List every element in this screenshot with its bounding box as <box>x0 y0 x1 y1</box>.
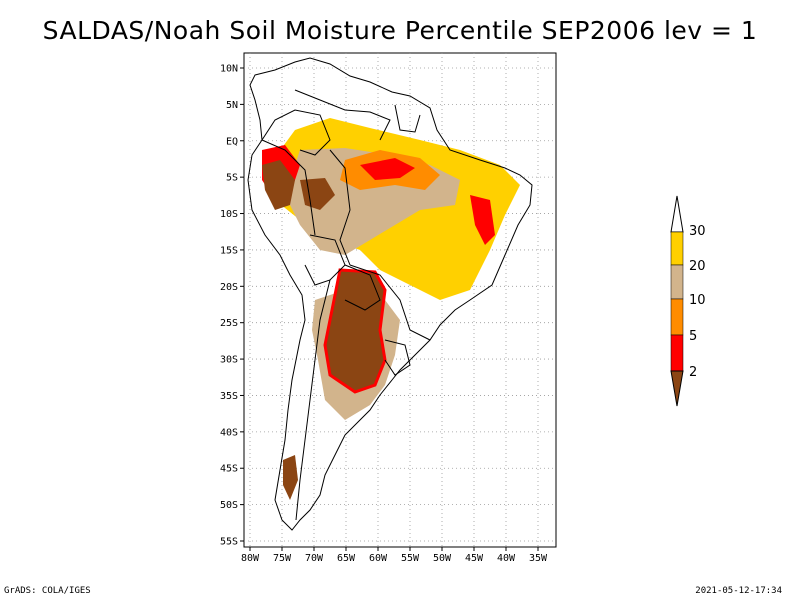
south-america-coastline <box>247 57 533 531</box>
border-uruguay <box>384 339 411 376</box>
lon-label: 35W <box>529 553 548 564</box>
longitude-labels: 80W 75W 70W 65W 60W 55W 50W 45W 40W 35W <box>241 547 548 564</box>
colorbar-label-20: 20 <box>689 259 706 274</box>
colorbar-top-arrow <box>670 195 684 233</box>
lon-label: 70W <box>305 553 324 564</box>
colorbar-segment-5-10 <box>670 298 684 336</box>
lat-label: 45S <box>220 464 238 475</box>
lon-label: 75W <box>273 553 292 564</box>
field-below-2-patagonia <box>283 455 298 500</box>
lat-label: 35S <box>220 391 238 402</box>
colorbar: 30 20 10 5 2 <box>670 195 706 407</box>
border-venezuela <box>294 89 391 141</box>
lon-label: 45W <box>465 553 484 564</box>
colorbar-segment-20-30 <box>670 231 684 266</box>
border-peru <box>261 139 316 236</box>
border-paraguay <box>344 264 381 311</box>
map-title: SALDAS/Noah Soil Moisture Percentile SEP… <box>42 16 758 45</box>
field-2-5-amazon <box>360 158 415 180</box>
lon-label: 60W <box>369 553 388 564</box>
lat-label: 10N <box>220 64 238 75</box>
border-brazil-south <box>349 264 431 341</box>
colorbar-label-5: 5 <box>689 329 697 344</box>
lat-label: 5S <box>226 173 238 184</box>
colorbar-segment-2-5 <box>670 334 684 372</box>
lon-label: 40W <box>497 553 516 564</box>
latitude-labels: 10N 5N EQ 5S 10S 15S 20S 25S 30S 35S 40S 45S 50S 55S <box>220 64 244 548</box>
lon-label: 80W <box>241 553 260 564</box>
colorbar-label-10: 10 <box>689 293 706 308</box>
lon-label: 65W <box>337 553 356 564</box>
colorbar-label-2: 2 <box>689 365 697 380</box>
lat-label: 10S <box>220 209 238 220</box>
border-brazil-west <box>329 149 351 266</box>
lon-label: 55W <box>401 553 420 564</box>
lat-label: 30S <box>220 355 238 366</box>
lat-label: 50S <box>220 500 238 511</box>
field-below-2-peru <box>300 178 335 210</box>
lon-label: 50W <box>433 553 452 564</box>
border-guianas <box>394 104 421 133</box>
colorbar-segment-10-20 <box>670 264 684 300</box>
colorbar-bottom-arrow <box>670 370 684 407</box>
footer-credit: GrADS: COLA/IGES <box>4 586 91 596</box>
colorbar-label-30: 30 <box>689 224 706 239</box>
soil-moisture-field <box>262 118 520 500</box>
border-argentina <box>295 279 331 521</box>
lat-label: 40S <box>220 427 238 438</box>
field-2-5-chaco-rim <box>323 268 387 394</box>
border-colombia <box>261 109 331 156</box>
coastlines <box>247 57 533 531</box>
lat-label: 20S <box>220 282 238 293</box>
field-below-2-chaco <box>325 270 385 392</box>
lat-label: 5N <box>226 100 238 111</box>
lat-label: 15S <box>220 245 238 256</box>
lat-label: EQ <box>226 136 238 147</box>
field-below-2-west <box>262 160 295 210</box>
lat-label: 55S <box>220 537 238 548</box>
border-bolivia <box>304 234 346 286</box>
field-2-5-northeast <box>470 195 495 245</box>
footer-timestamp: 2021-05-12-17:34 <box>695 586 782 596</box>
lat-label: 25S <box>220 318 238 329</box>
